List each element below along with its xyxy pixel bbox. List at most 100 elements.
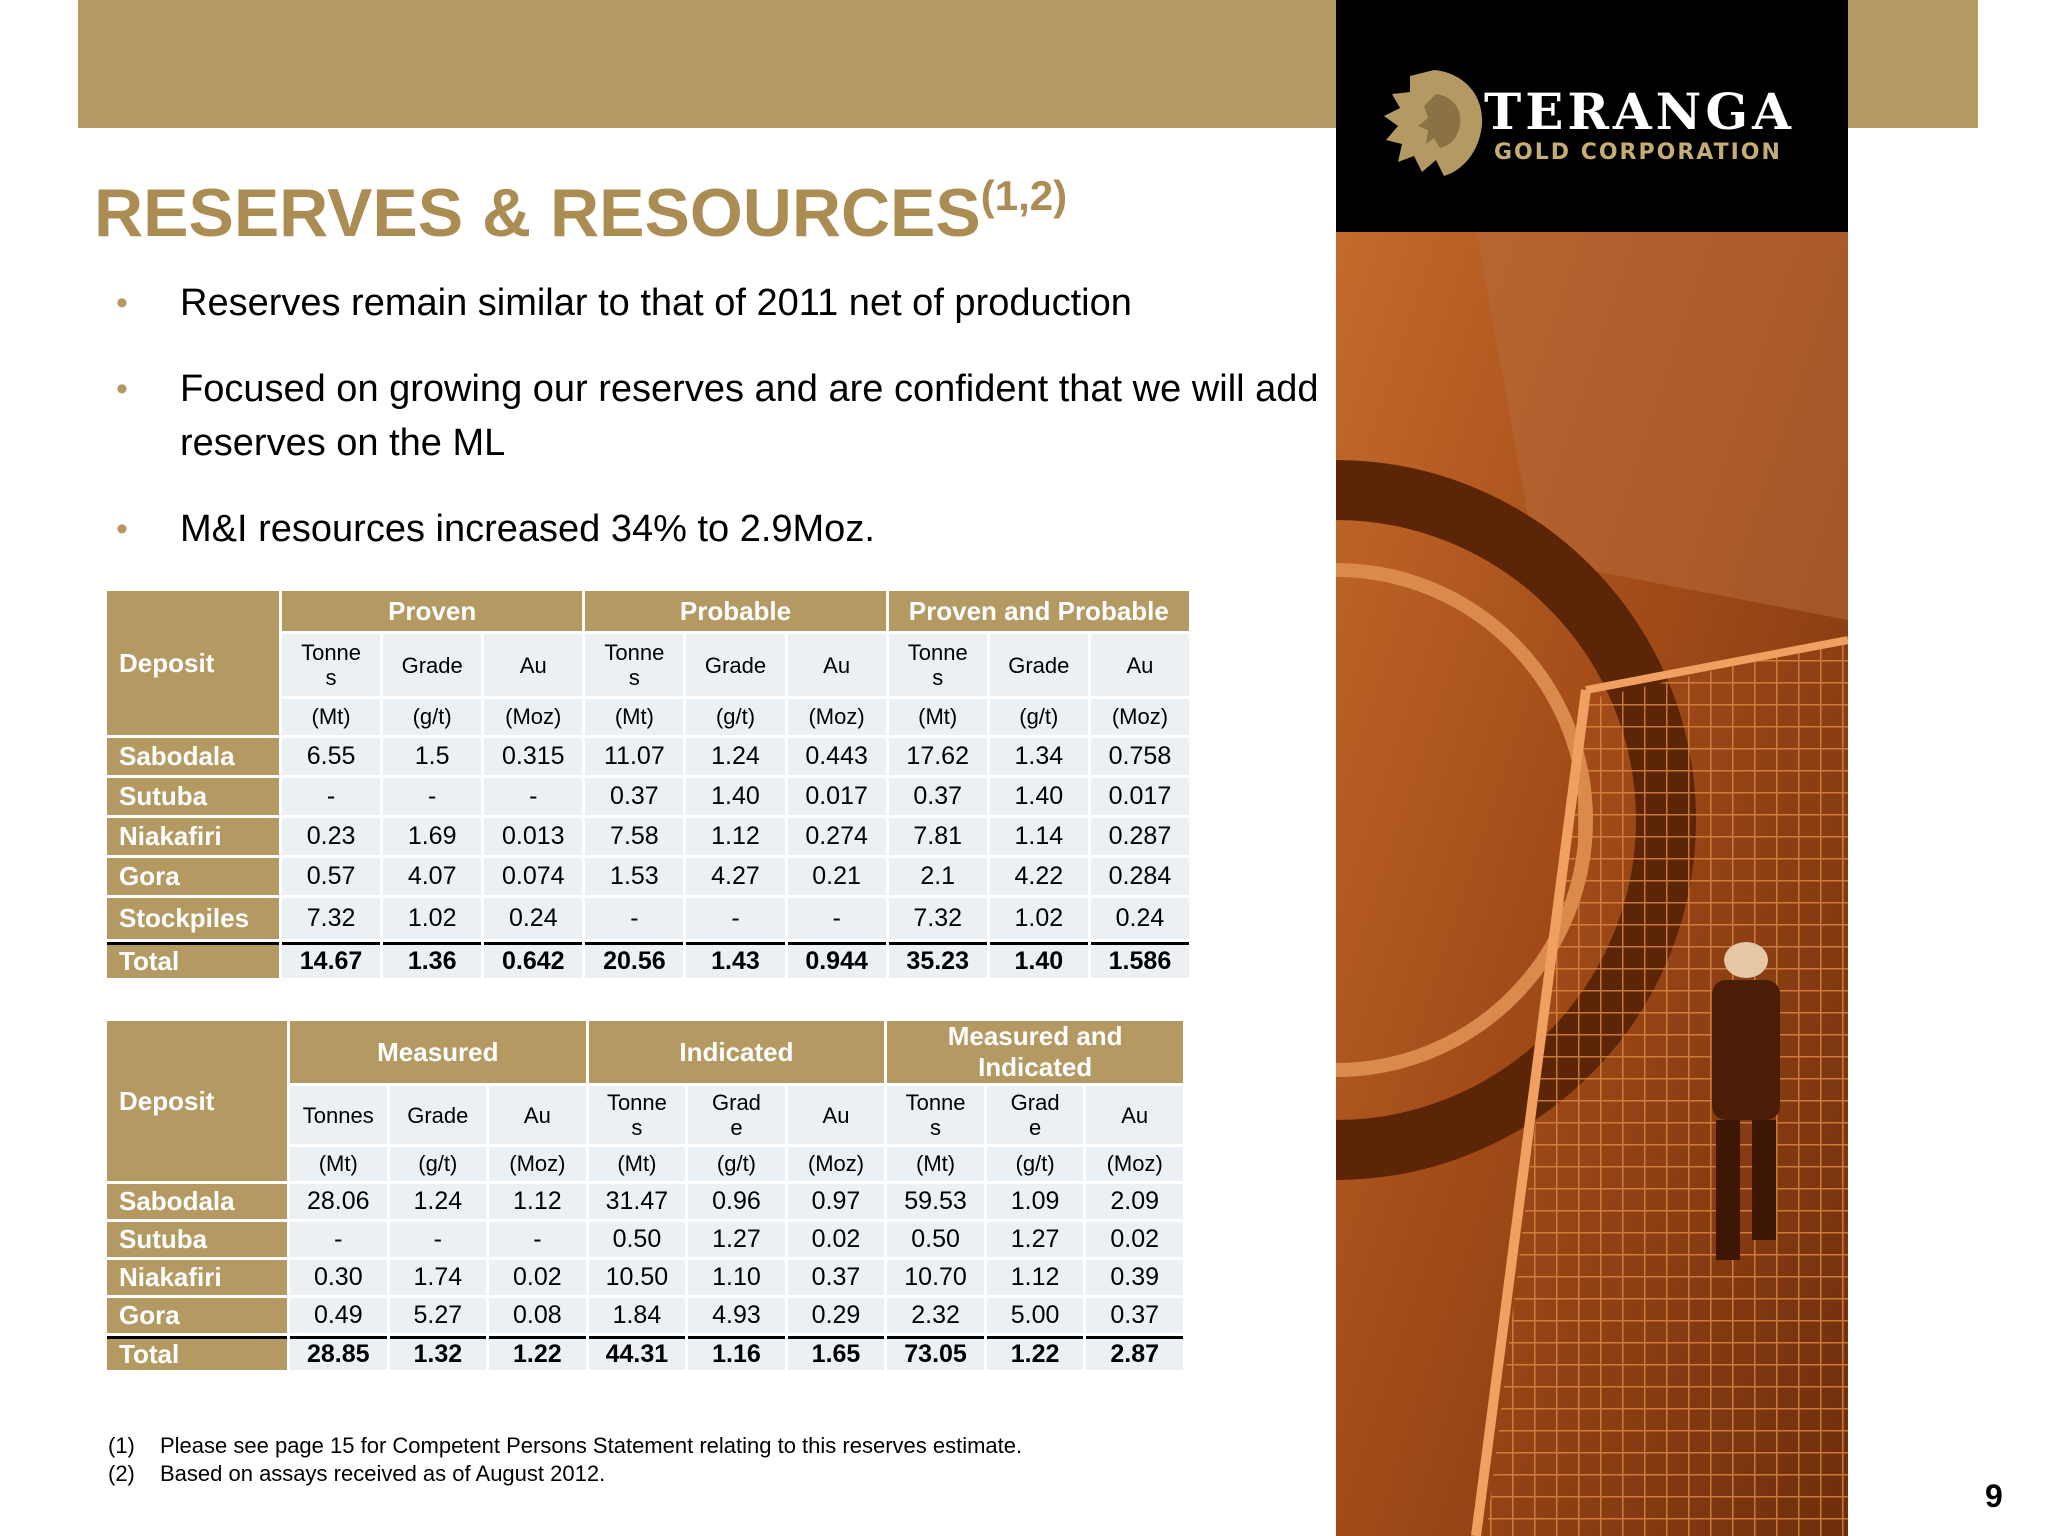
value-cell: 4.22 [989,858,1088,895]
unit-label: (Mt) [588,1147,686,1181]
deposit-header: Deposit [107,1021,287,1181]
footnote: (1) Please see page 15 for Competent Pers… [108,1432,1022,1460]
value-cell: 0.284 [1090,858,1189,895]
value-cell: 20.56 [585,942,684,978]
unit-label: (Mt) [585,699,684,735]
value-cell: 1.12 [489,1184,586,1219]
deposit-name: Total [107,1336,287,1370]
group-header-measured-and-indicated: Measured and Indicated [887,1021,1183,1083]
bullet-item: M&I resources increased 34% to 2.9Moz. [108,502,1328,556]
deposit-name: Sutuba [107,1222,287,1257]
value-cell: 0.443 [787,738,886,775]
table-row: Niakafiri 0.30 1.74 0.02 10.50 1.10 0.37 10.70 1… [107,1260,1183,1295]
value-cell: 1.14 [989,818,1088,855]
column-subheader: Au [787,1086,885,1144]
group-header-probable: Probable [585,591,886,631]
value-cell: 14.67 [282,942,381,978]
value-cell: 0.49 [290,1298,387,1333]
bullet-item: Reserves remain similar to that of 2011 … [108,276,1328,330]
reserves-table: Deposit Proven Probable Proven and Proba… [104,588,1192,981]
deposit-name: Niakafiri [107,818,279,855]
value-cell: - [389,1222,487,1257]
value-cell: - [290,1222,387,1257]
footnote-text: Based on assays received as of August 20… [160,1461,606,1486]
value-cell: - [489,1222,586,1257]
value-cell: 1.36 [383,942,482,978]
table-row: Gora 0.57 4.07 0.074 1.53 4.27 0.21 2.1 4.22 0.28… [107,858,1189,895]
column-subheader: Au [787,634,886,696]
value-cell: 0.017 [787,778,886,815]
unit-label: (g/t) [686,699,785,735]
column-subheader: Au [1086,1086,1183,1144]
value-cell: 1.69 [383,818,482,855]
value-cell: 1.84 [588,1298,686,1333]
value-cell: 0.074 [484,858,583,895]
value-cell: 2.87 [1086,1336,1183,1370]
slide-title-text: RESERVES & RESOURCES [94,175,981,251]
column-subheader: Tonne s [588,1086,686,1144]
footnote-number: (1) [108,1433,135,1458]
subheader-row: Tonnes Grade Au Tonne s Grad e Au Tonne s Grad … [107,1086,1183,1144]
value-cell: 7.32 [888,898,987,939]
value-cell: 1.02 [989,898,1088,939]
value-cell: - [585,898,684,939]
footnote: (2) Based on assays received as of August… [108,1460,1022,1488]
value-cell: 1.09 [986,1184,1084,1219]
value-cell: 0.97 [787,1184,885,1219]
unit-label: (Moz) [1086,1147,1183,1181]
value-cell: 1.12 [986,1260,1084,1295]
value-cell: 1.586 [1090,942,1189,978]
value-cell: 0.013 [484,818,583,855]
value-cell: 1.53 [585,858,684,895]
value-cell: 5.00 [986,1298,1084,1333]
unit-label: (g/t) [389,1147,487,1181]
value-cell: 0.02 [787,1222,885,1257]
value-cell: 0.96 [688,1184,785,1219]
deposit-header: Deposit [107,591,279,735]
unit-label: (Mt) [290,1147,387,1181]
value-cell: 0.37 [888,778,987,815]
unit-label: (g/t) [383,699,482,735]
value-cell: 73.05 [887,1336,984,1370]
value-cell: 1.02 [383,898,482,939]
table-row: Sutuba - - -0.50 1.27 0.02 0.50 1.27 0.02 [107,1222,1183,1257]
unit-label: (g/t) [989,699,1088,735]
value-cell: 0.642 [484,942,583,978]
unit-label: (Moz) [484,699,583,735]
table-row: Sutuba - - -0.37 1.40 0.017 0.37 1.40 0.017 [107,778,1189,815]
value-cell: 1.22 [986,1336,1084,1370]
bullet-list: Reserves remain similar to that of 2011 … [108,276,1328,588]
column-subheader: Tonne s [887,1086,984,1144]
value-cell: 4.07 [383,858,482,895]
value-cell: 1.27 [688,1222,785,1257]
value-cell: 4.27 [686,858,785,895]
deposit-name: Sabodala [107,738,279,775]
unit-label: (Moz) [1090,699,1189,735]
value-cell: 1.65 [787,1336,885,1370]
table-row: Sabodala 28.06 1.24 1.12 31.47 0.96 0.97 59.53 1… [107,1184,1183,1219]
value-cell: 7.58 [585,818,684,855]
value-cell: 0.315 [484,738,583,775]
value-cell: 0.37 [585,778,684,815]
deposit-name: Sabodala [107,1184,287,1219]
logo-subtitle: GOLD CORPORATION [1494,140,1782,165]
value-cell: 1.16 [688,1336,785,1370]
unit-label: (g/t) [688,1147,785,1181]
value-cell: 1.40 [989,778,1088,815]
value-cell: 1.24 [686,738,785,775]
value-cell: 44.31 [588,1336,686,1370]
lion-head-icon [1384,70,1483,176]
value-cell: 0.50 [887,1222,984,1257]
value-cell: - [383,778,482,815]
table-row: Stockpiles 7.32 1.02 0.24- - -7.32 1.02 0.24 [107,898,1189,939]
column-subheader: Au [1090,634,1189,696]
value-cell: 0.50 [588,1222,686,1257]
value-cell: 0.29 [787,1298,885,1333]
value-cell: 0.30 [290,1260,387,1295]
column-subheader: Tonne s [282,634,381,696]
value-cell: 0.08 [489,1298,586,1333]
value-cell: 1.10 [688,1260,785,1295]
value-cell: 0.37 [1086,1298,1183,1333]
total-row: Total 14.67 1.36 0.642 20.56 1.43 0.944 35.23 1.… [107,942,1189,978]
unit-label: (Mt) [888,699,987,735]
